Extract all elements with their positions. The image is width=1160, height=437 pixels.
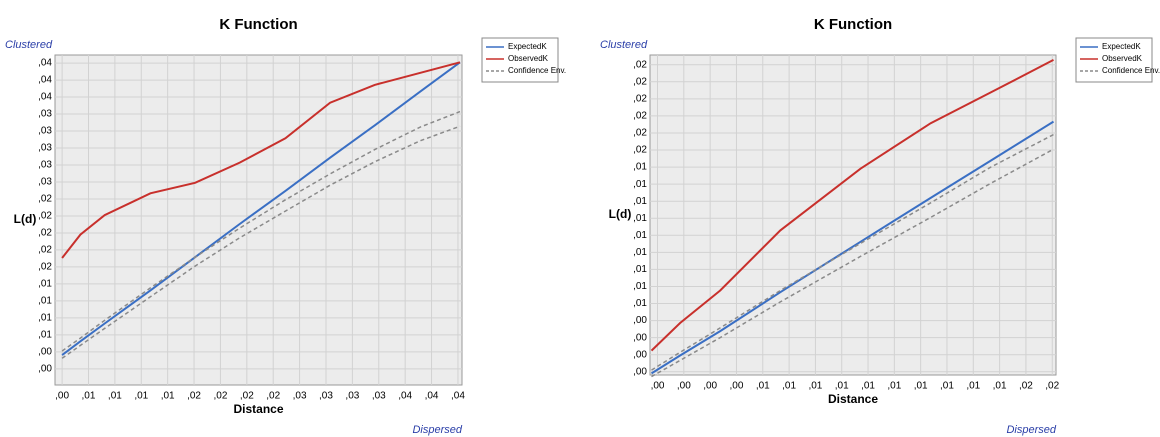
x-tick-label: ,04 [425,391,439,402]
legend-box [481,37,559,83]
x-tick-label: ,01 [134,391,148,402]
x-axis-title: Distance [828,392,878,406]
x-tick-label: ,03 [293,391,307,402]
clustered-label: Clustered [5,39,53,51]
x-tick-label: ,01 [861,381,875,392]
plot-area [54,54,463,386]
legend-label: ObservedK [508,54,549,63]
y-tick-label: ,02 [633,145,647,156]
y-tick-label: ,04 [38,75,52,86]
y-tick-label: ,00 [633,332,647,343]
x-tick-label: ,01 [835,381,849,392]
y-tick-label: ,01 [38,279,52,290]
chart-title: K Function [219,16,297,33]
y-tick-label: ,02 [633,111,647,122]
legend-label: Confidence Env. [508,66,566,75]
y-tick-label: ,02 [38,211,52,222]
y-tick-label: ,03 [38,143,52,154]
y-tick-label: ,02 [633,76,647,87]
legend-box [1075,37,1153,83]
x-tick-label: ,03 [345,391,359,402]
y-tick-label: ,01 [633,264,647,275]
y-tick-label: ,01 [633,162,647,173]
series-line [651,148,1054,378]
y-tick-label: ,03 [38,126,52,137]
plot-area [649,54,1057,376]
y-tick-label: ,01 [633,213,647,224]
legend-label: Confidence Env. [1102,66,1160,75]
x-tick-label: ,02 [1045,381,1059,392]
x-tick-label: ,02 [266,391,280,402]
y-tick-label: ,01 [633,298,647,309]
y-tick-label: ,03 [38,109,52,120]
y-tick-label: ,01 [38,329,52,340]
x-tick-label: ,04 [398,391,412,402]
x-tick-label: ,01 [993,381,1007,392]
x-tick-label: ,02 [187,391,201,402]
legend-label: ExpectedK [508,42,547,51]
x-tick-label: ,00 [703,381,717,392]
y-tick-label: ,02 [38,194,52,205]
y-tick-label: ,01 [38,296,52,307]
x-tick-label: ,01 [161,391,175,402]
y-tick-label: ,00 [633,315,647,326]
y-tick-label: ,00 [633,349,647,360]
x-tick-label: ,00 [651,381,665,392]
x-tick-label: ,01 [966,381,980,392]
y-tick-label: ,02 [38,245,52,256]
y-tick-label: ,01 [38,313,52,324]
series-line [61,125,461,359]
x-tick-label: ,01 [940,381,954,392]
y-tick-label: ,00 [38,363,52,374]
y-axis-title: L(d) [609,207,632,221]
y-tick-label: ,04 [38,92,52,103]
y-axis-title: L(d) [14,212,37,226]
x-tick-label: ,00 [730,381,744,392]
y-tick-label: ,04 [38,58,52,69]
y-tick-label: ,02 [38,262,52,273]
series-line [61,61,461,259]
x-tick-label: ,01 [887,381,901,392]
y-tick-label: ,02 [633,93,647,104]
dispersed-label: Dispersed [1006,424,1056,436]
x-tick-label: ,01 [756,381,770,392]
y-tick-label: ,02 [633,59,647,70]
y-tick-label: ,02 [633,128,647,139]
y-tick-label: ,01 [633,196,647,207]
y-tick-label: ,03 [38,177,52,188]
series-line [61,110,461,352]
y-tick-label: ,01 [633,247,647,258]
legend-label: ObservedK [1102,54,1143,63]
x-tick-label: ,00 [677,381,691,392]
x-tick-label: ,01 [914,381,928,392]
x-tick-label: ,01 [108,391,122,402]
y-tick-label: ,00 [38,346,52,357]
x-tick-label: ,01 [82,391,96,402]
x-tick-label: ,01 [808,381,822,392]
x-tick-label: ,02 [240,391,254,402]
x-tick-label: ,02 [1019,381,1033,392]
series-line [61,61,461,356]
x-axis-title: Distance [233,402,283,416]
x-tick-label: ,02 [213,391,227,402]
series-line [651,133,1054,371]
y-tick-label: ,01 [633,179,647,190]
y-tick-label: ,03 [38,160,52,171]
y-tick-label: ,01 [633,281,647,292]
y-tick-label: ,02 [38,228,52,239]
x-tick-label: ,04 [451,391,465,402]
dispersed-label: Dispersed [412,424,462,436]
series-line [650,59,1054,352]
x-tick-label: ,00 [55,391,69,402]
legend-label: ExpectedK [1102,42,1141,51]
y-tick-label: ,00 [633,366,647,377]
clustered-label: Clustered [600,39,648,51]
chart-title: K Function [814,16,892,33]
x-tick-label: ,01 [782,381,796,392]
y-tick-label: ,01 [633,230,647,241]
x-tick-label: ,03 [319,391,333,402]
x-tick-label: ,03 [372,391,386,402]
